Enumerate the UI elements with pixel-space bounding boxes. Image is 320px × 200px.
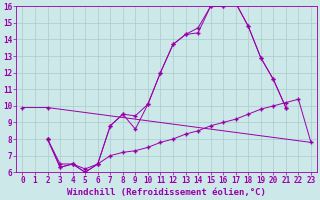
X-axis label: Windchill (Refroidissement éolien,°C): Windchill (Refroidissement éolien,°C) [67, 188, 266, 197]
